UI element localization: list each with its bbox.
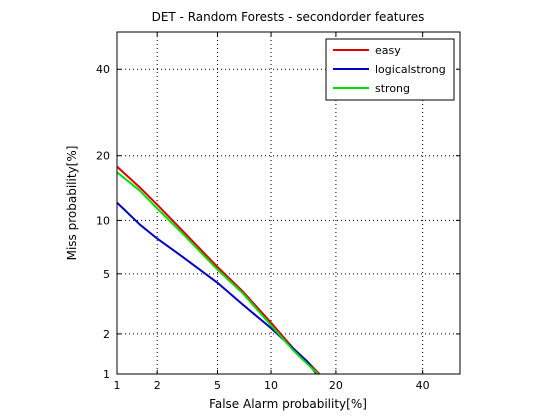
legend-label-easy: easy [375,44,401,57]
legend: easy logicalstrong strong [325,38,455,101]
series-line-strong [116,171,319,375]
legend-label-strong: strong [375,82,410,95]
x-tick-label: 20 [329,379,343,392]
x-tick-label: 10 [264,379,278,392]
y-axis-label: Miss probability[%] [65,146,79,261]
y-tick-label: 20 [96,150,110,163]
chart-title: DET - Random Forests - secondorder featu… [152,10,425,24]
x-tick-label: 1 [114,379,121,392]
x-tick-label: 2 [154,379,161,392]
y-tick-label: 40 [96,63,110,76]
x-tick-label: 5 [214,379,221,392]
series-line-logicalstrong [116,201,318,375]
y-ticks: 1 2 5 10 20 40 [96,63,460,381]
y-tick-label: 10 [96,214,110,227]
x-tick-label: 40 [416,379,430,392]
x-axis-label: False Alarm probability[%] [209,397,367,411]
series-lines [116,165,321,375]
plot-frame [116,31,461,375]
y-tick-label: 5 [103,268,110,281]
legend-label-logicalstrong: logicalstrong [375,63,446,76]
y-tick-label: 1 [103,368,110,381]
y-tick-label: 2 [103,328,110,341]
